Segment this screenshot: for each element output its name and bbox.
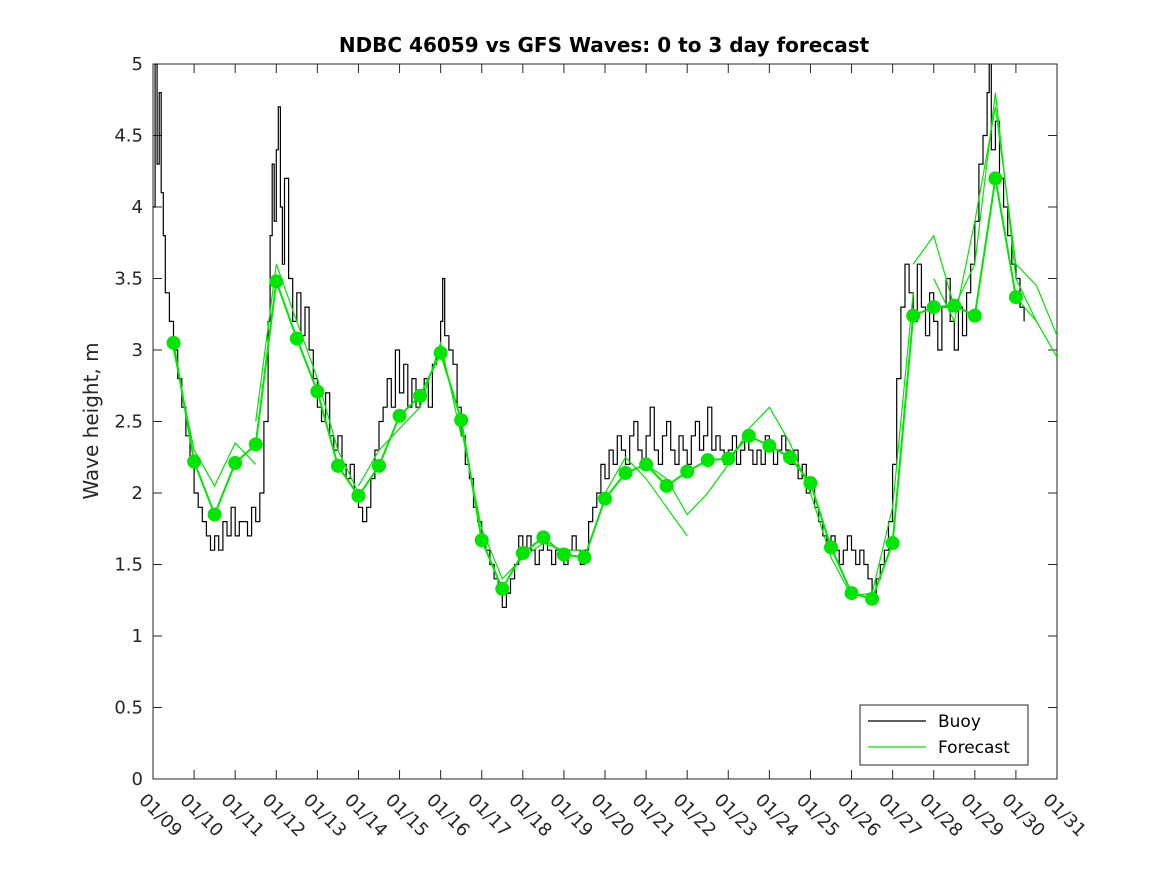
forecast-marker bbox=[844, 586, 859, 601]
plot-series-group bbox=[153, 64, 1057, 608]
legend-label-buoy: Buoy bbox=[938, 712, 981, 732]
forecast-marker bbox=[372, 458, 386, 473]
forecast-marker bbox=[515, 546, 530, 561]
forecast-marker bbox=[207, 507, 222, 522]
forecast-run-line bbox=[912, 92, 1038, 322]
forecast-marker bbox=[474, 533, 489, 548]
forecast-marker bbox=[556, 547, 571, 562]
forecast-marker bbox=[577, 550, 592, 565]
forecast-marker bbox=[289, 331, 304, 346]
chart-title: NDBC 46059 vs GFS Waves: 0 to 3 day fore… bbox=[339, 33, 870, 57]
y-tick-label: 1.5 bbox=[114, 555, 143, 576]
forecast-marker bbox=[433, 345, 448, 360]
y-axis-label: Wave height, m bbox=[79, 342, 103, 499]
forecast-run-line bbox=[255, 263, 360, 494]
legend-label-forecast: Forecast bbox=[938, 738, 1010, 758]
y-tick-label: 3.5 bbox=[114, 269, 143, 290]
forecast-marker bbox=[1008, 290, 1023, 305]
forecast-marker bbox=[885, 536, 900, 551]
y-tick-label: 4 bbox=[132, 197, 143, 218]
forecast-marker bbox=[392, 408, 407, 423]
forecast-marker bbox=[228, 455, 243, 470]
forecast-marker bbox=[269, 274, 284, 289]
forecast-marker bbox=[536, 530, 551, 545]
forecast-marker bbox=[618, 465, 633, 480]
forecast-marker bbox=[310, 384, 325, 399]
forecast-marker bbox=[967, 308, 982, 323]
y-tick-label: 2.5 bbox=[114, 412, 143, 433]
forecast-marker bbox=[947, 298, 962, 313]
y-tick-label: 0.5 bbox=[114, 698, 143, 719]
forecast-marker bbox=[454, 413, 469, 428]
legend-box bbox=[859, 704, 1029, 766]
forecast-marker bbox=[988, 171, 1003, 186]
forecast-marker bbox=[824, 540, 838, 555]
forecast-marker bbox=[187, 454, 202, 469]
forecast-run-line bbox=[645, 463, 729, 516]
forecast-marker bbox=[495, 581, 510, 596]
forecast-marker bbox=[166, 335, 181, 350]
forecast-marker bbox=[639, 457, 654, 472]
forecast-run-line bbox=[933, 106, 1057, 336]
forecast-marker bbox=[351, 488, 366, 503]
forecast-marker bbox=[906, 308, 921, 323]
forecast-run-line bbox=[1015, 296, 1057, 358]
forecast-marker bbox=[721, 451, 736, 466]
y-tick-label: 4.5 bbox=[114, 126, 143, 147]
y-tick-label: 5 bbox=[132, 54, 143, 75]
forecast-marker bbox=[598, 491, 612, 506]
forecast-marker bbox=[926, 300, 941, 315]
y-tick-label: 2 bbox=[132, 483, 143, 504]
forecast-marker bbox=[659, 478, 674, 493]
y-tick-label: 3 bbox=[132, 340, 143, 361]
forecast-run-line bbox=[727, 406, 812, 494]
forecast-marker bbox=[782, 450, 797, 465]
forecast-marker bbox=[248, 437, 263, 452]
forecast-marker bbox=[680, 464, 695, 479]
forecast-marker bbox=[330, 458, 345, 473]
forecast-marker bbox=[741, 428, 756, 443]
y-tick-label: 1 bbox=[132, 626, 143, 647]
forecast-analysis-line bbox=[172, 178, 1017, 601]
forecast-marker bbox=[700, 453, 715, 468]
forecast-marker bbox=[865, 591, 880, 606]
forecast-marker bbox=[762, 438, 777, 453]
forecast-marker bbox=[803, 475, 818, 490]
forecast-marker bbox=[413, 388, 428, 403]
forecast-run-line bbox=[604, 456, 688, 537]
y-tick-label: 0 bbox=[132, 769, 143, 790]
